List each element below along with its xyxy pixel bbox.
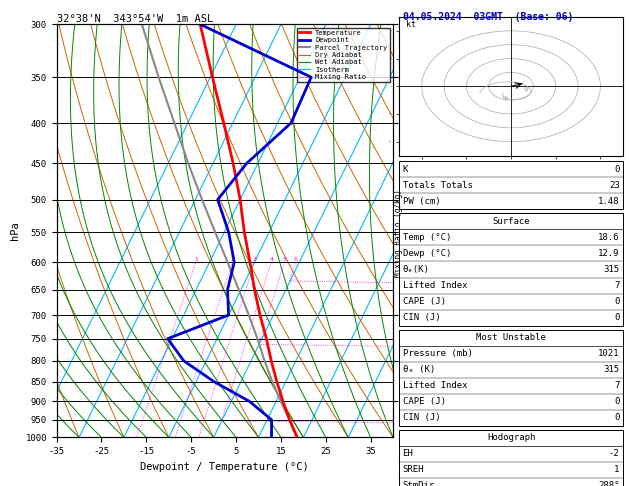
Text: CIN (J): CIN (J) <box>403 313 440 322</box>
Text: CAPE (J): CAPE (J) <box>403 397 445 406</box>
Text: 4: 4 <box>269 257 273 262</box>
Text: 7: 7 <box>614 381 620 390</box>
Text: 23: 23 <box>609 181 620 190</box>
Text: 0: 0 <box>614 297 620 306</box>
Text: Surface: Surface <box>493 217 530 226</box>
Legend: Temperature, Dewpoint, Parcel Trajectory, Dry Adiabat, Wet Adiabat, Isotherm, Mi: Temperature, Dewpoint, Parcel Trajectory… <box>298 28 389 82</box>
Text: 1.48: 1.48 <box>598 197 620 206</box>
Text: 1: 1 <box>194 257 198 262</box>
Text: SREH: SREH <box>403 465 424 474</box>
Text: ψ: ψ <box>503 95 508 101</box>
Text: 2: 2 <box>230 257 234 262</box>
Text: Mixing Ratio (g/kg): Mixing Ratio (g/kg) <box>394 190 403 277</box>
Text: Lifted Index: Lifted Index <box>403 281 467 290</box>
Text: 04.05.2024  03GMT  (Base: 06): 04.05.2024 03GMT (Base: 06) <box>403 12 573 22</box>
Text: CIN (J): CIN (J) <box>403 413 440 422</box>
Text: K: K <box>403 165 408 174</box>
Text: 6: 6 <box>294 257 298 262</box>
Text: 0: 0 <box>614 165 620 174</box>
Text: 315: 315 <box>603 265 620 274</box>
Text: Pressure (mb): Pressure (mb) <box>403 349 472 358</box>
Text: 3: 3 <box>253 257 257 262</box>
Y-axis label: hPa: hPa <box>10 222 20 240</box>
Text: ψ: ψ <box>523 86 528 92</box>
Text: θₑ(K): θₑ(K) <box>403 265 430 274</box>
Text: PW (cm): PW (cm) <box>403 197 440 206</box>
Text: CAPE (J): CAPE (J) <box>403 297 445 306</box>
Text: EH: EH <box>403 449 413 458</box>
Text: 18.6: 18.6 <box>598 233 620 242</box>
Text: 1021: 1021 <box>598 349 620 358</box>
Text: θₑ (K): θₑ (K) <box>403 365 435 374</box>
Text: Temp (°C): Temp (°C) <box>403 233 451 242</box>
Text: 315: 315 <box>603 365 620 374</box>
Text: 288°: 288° <box>598 481 620 486</box>
Text: 0: 0 <box>614 397 620 406</box>
Text: -2: -2 <box>609 449 620 458</box>
Text: 0: 0 <box>614 413 620 422</box>
Text: Dewp (°C): Dewp (°C) <box>403 249 451 258</box>
X-axis label: Dewpoint / Temperature (°C): Dewpoint / Temperature (°C) <box>140 462 309 472</box>
Y-axis label: km
ASL: km ASL <box>411 223 430 239</box>
Text: 1: 1 <box>614 465 620 474</box>
Text: LCL: LCL <box>400 419 415 428</box>
Text: kt: kt <box>406 20 416 29</box>
Text: Most Unstable: Most Unstable <box>476 333 546 342</box>
Text: StmDir: StmDir <box>403 481 435 486</box>
Text: 0: 0 <box>614 313 620 322</box>
Text: Totals Totals: Totals Totals <box>403 181 472 190</box>
Text: Lifted Index: Lifted Index <box>403 381 467 390</box>
Text: 7: 7 <box>614 281 620 290</box>
Text: 5: 5 <box>282 257 286 262</box>
Text: 32°38'N  343°54'W  1m ASL: 32°38'N 343°54'W 1m ASL <box>57 14 213 23</box>
Text: Hodograph: Hodograph <box>487 433 535 442</box>
Text: 12.9: 12.9 <box>598 249 620 258</box>
